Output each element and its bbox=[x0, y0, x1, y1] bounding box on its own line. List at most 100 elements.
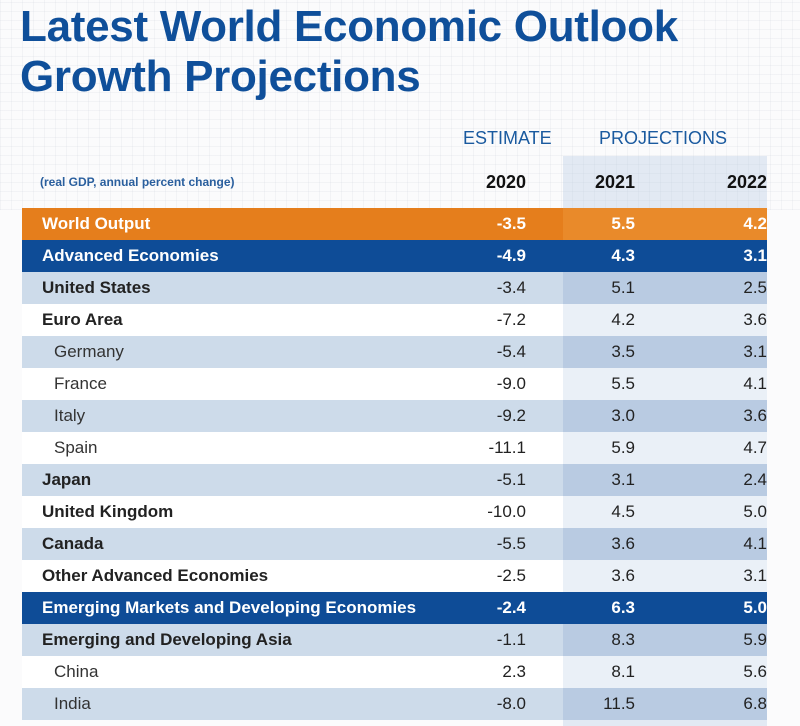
projection-cell-bg bbox=[563, 304, 767, 336]
value-2020: -5.1 bbox=[496, 470, 526, 489]
value-2022: 4.7 bbox=[743, 438, 767, 457]
row-label: Spain bbox=[54, 438, 98, 457]
value-2022: 6.8 bbox=[743, 694, 767, 713]
projection-cell-bg bbox=[563, 688, 767, 720]
table-row: Emerging Markets and Developing Economie… bbox=[22, 592, 767, 624]
table-row: China 2.3 8.1 5.6 bbox=[22, 656, 767, 688]
projection-cell-bg bbox=[563, 240, 767, 272]
projection-cell-bg bbox=[563, 496, 767, 528]
table-row: India -8.0 11.5 6.8 bbox=[22, 688, 767, 720]
value-2022: 5.0 bbox=[743, 502, 767, 521]
page-title: Latest World Economic Outlook Growth Pro… bbox=[20, 2, 678, 102]
value-2021: 3.0 bbox=[611, 406, 635, 425]
value-2020: -11.1 bbox=[488, 438, 527, 457]
value-2020: -5.5 bbox=[496, 534, 526, 553]
value-2021: 6.3 bbox=[611, 598, 635, 617]
value-2022: 4.2 bbox=[743, 214, 767, 233]
value-2022: 3.1 bbox=[743, 342, 767, 361]
row-label: Other Advanced Economies bbox=[42, 566, 269, 585]
value-2020: -8.0 bbox=[496, 694, 526, 713]
value-2020: -2.4 bbox=[496, 598, 526, 617]
value-2020: -7.2 bbox=[496, 310, 526, 329]
row-label: Germany bbox=[54, 342, 124, 361]
table-subtitle: (real GDP, annual percent change) bbox=[40, 175, 235, 189]
value-2021: 8.1 bbox=[611, 662, 635, 681]
value-2020: -4.9 bbox=[496, 246, 526, 265]
row-label: United Kingdom bbox=[42, 502, 174, 521]
row-label: World Output bbox=[42, 214, 151, 233]
projection-cell-bg bbox=[563, 432, 767, 464]
value-2022: 3.1 bbox=[743, 566, 767, 585]
value-2022: 4.1 bbox=[743, 374, 767, 393]
value-2021: 5.1 bbox=[611, 278, 635, 297]
value-2022: 3.6 bbox=[743, 310, 767, 329]
projection-cell-bg bbox=[563, 368, 767, 400]
value-2022: 3.1 bbox=[743, 246, 767, 265]
row-label: Italy bbox=[54, 406, 86, 425]
projection-cell-bg bbox=[563, 656, 767, 688]
value-2020: -3.5 bbox=[496, 214, 526, 233]
row-label: France bbox=[54, 374, 107, 393]
table-row: World Output -3.5 5.5 4.2 bbox=[22, 208, 767, 240]
value-2020: -2.5 bbox=[496, 566, 526, 585]
projections-header: PROJECTIONS bbox=[599, 128, 728, 148]
title-line-2: Growth Projections bbox=[20, 52, 421, 101]
value-2020: 2.3 bbox=[502, 662, 526, 681]
projection-cell-bg bbox=[563, 592, 767, 624]
table-row: Italy -9.2 3.0 3.6 bbox=[22, 400, 767, 432]
value-2022: 5.0 bbox=[743, 598, 767, 617]
row-label: Advanced Economies bbox=[42, 246, 219, 265]
value-2021: 3.1 bbox=[611, 470, 635, 489]
table-row: United States -3.4 5.1 2.5 bbox=[22, 272, 767, 304]
value-2020: -9.0 bbox=[496, 374, 526, 393]
table-row: France -9.0 5.5 4.1 bbox=[22, 368, 767, 400]
value-2021: 4.2 bbox=[611, 310, 635, 329]
table-row: Advanced Economies -4.9 4.3 3.1 bbox=[22, 240, 767, 272]
value-2021: 3.6 bbox=[611, 534, 635, 553]
table-row: Canada -5.5 3.6 4.1 bbox=[22, 528, 767, 560]
row-label: United States bbox=[42, 278, 151, 297]
value-2021: 4.3 bbox=[611, 246, 635, 265]
table-row: Spain -11.1 5.9 4.7 bbox=[22, 432, 767, 464]
value-2021: 3.6 bbox=[611, 566, 635, 585]
value-2022: 3.6 bbox=[743, 406, 767, 425]
value-2022: 2.4 bbox=[743, 470, 767, 489]
value-2022: 2.5 bbox=[743, 278, 767, 297]
row-label: India bbox=[54, 694, 91, 713]
value-2020: -10.0 bbox=[487, 502, 526, 521]
row-label: Emerging Markets and Developing Economie… bbox=[42, 598, 417, 617]
value-2022: 5.6 bbox=[743, 662, 767, 681]
row-label: Euro Area bbox=[42, 310, 123, 329]
background-texture bbox=[0, 0, 800, 210]
row-label: Japan bbox=[42, 470, 92, 489]
value-2021: 5.5 bbox=[611, 374, 635, 393]
table-row: Other Advanced Economies -2.5 3.6 3.1 bbox=[22, 560, 767, 592]
value-2020: -5.4 bbox=[496, 342, 526, 361]
value-2021: 8.3 bbox=[611, 630, 635, 649]
row-label: Emerging and Developing Asia bbox=[42, 630, 292, 649]
year-header-2022: 2022 bbox=[726, 172, 767, 192]
projection-cell-bg bbox=[563, 560, 767, 592]
projection-cell-bg bbox=[563, 208, 767, 240]
projection-cell-bg bbox=[563, 464, 767, 496]
table-row: Emerging and Developing Asia -1.1 8.3 5.9 bbox=[22, 624, 767, 656]
value-2021: 5.5 bbox=[611, 214, 635, 233]
table-row: Germany -5.4 3.5 3.1 bbox=[22, 336, 767, 368]
estimate-header: ESTIMATE bbox=[463, 128, 552, 148]
value-2021: 4.5 bbox=[611, 502, 635, 521]
projection-cell-bg bbox=[563, 528, 767, 560]
projection-cell-bg bbox=[563, 624, 767, 656]
value-2020: -3.4 bbox=[496, 278, 526, 297]
growth-table: World Output -3.5 5.5 4.2 Advanced Economies… bbox=[22, 208, 767, 720]
year-header-2021: 2021 bbox=[594, 172, 635, 192]
value-2021: 3.5 bbox=[611, 342, 635, 361]
title-line-1: Latest World Economic Outlook bbox=[20, 2, 678, 51]
value-2020: -9.2 bbox=[496, 406, 526, 425]
value-2020: -1.1 bbox=[496, 630, 526, 649]
value-2021: 5.9 bbox=[611, 438, 635, 457]
row-label: China bbox=[54, 662, 99, 681]
table-row: Euro Area -7.2 4.2 3.6 bbox=[22, 304, 767, 336]
row-label: Canada bbox=[42, 534, 104, 553]
value-2022: 5.9 bbox=[743, 630, 767, 649]
table-row: United Kingdom -10.0 4.5 5.0 bbox=[22, 496, 767, 528]
